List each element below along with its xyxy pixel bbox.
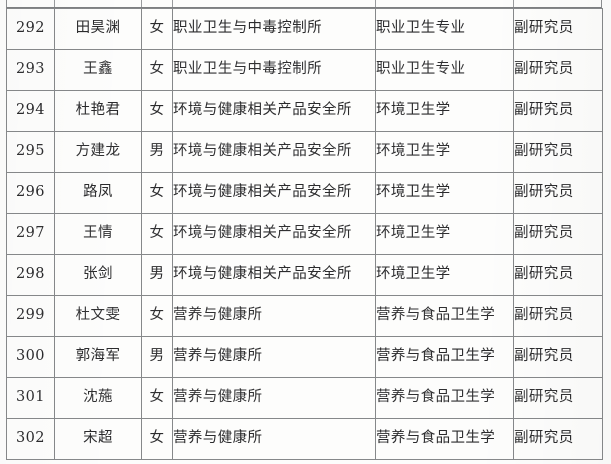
row-department: 环境与健康相关产品安全所	[172, 213, 376, 255]
row-major: 环境卫生学	[375, 172, 514, 214]
row-major: 职业卫生专业	[375, 49, 514, 91]
row-job-title: 副研究员	[513, 295, 603, 337]
row-job-title: 副研究员	[513, 213, 603, 255]
table-row: 297 王情 女 环境与健康相关产品安全所 环境卫生学 副研究员	[6, 213, 603, 255]
row-job-title: 副研究员	[513, 336, 603, 378]
row-serial-number: 293	[6, 49, 55, 91]
row-person-name: 田昊渊	[54, 8, 142, 50]
table-row: 299 杜文雯 女 营养与健康所 营养与食品卫生学 副研究员	[6, 295, 603, 337]
row-serial-number: 302	[6, 418, 55, 460]
row-person-name: 宋超	[54, 418, 142, 460]
row-job-title: 副研究员	[513, 8, 603, 50]
table-row: 292 田昊渊 女 职业卫生与中毒控制所 职业卫生专业 副研究员	[6, 8, 603, 50]
row-major: 营养与食品卫生学	[375, 295, 514, 337]
row-serial-number: 299	[6, 295, 55, 337]
row-major: 营养与食品卫生学	[375, 336, 514, 378]
row-job-title: 副研究员	[513, 172, 603, 214]
row-major: 环境卫生学	[375, 90, 514, 132]
table-row: 294 杜艳君 女 环境与健康相关产品安全所 环境卫生学 副研究员	[6, 90, 603, 132]
row-person-name: 路凤	[54, 172, 142, 214]
row-gender: 男	[141, 131, 173, 173]
table-row: 298 张剑 男 环境与健康相关产品安全所 环境卫生学 副研究员	[6, 254, 603, 296]
row-gender: 男	[141, 336, 173, 378]
row-department: 环境与健康相关产品安全所	[172, 254, 376, 296]
row-gender: 女	[141, 377, 173, 419]
row-serial-number: 297	[6, 213, 55, 255]
row-department: 营养与健康所	[172, 377, 376, 419]
row-serial-number: 301	[6, 377, 55, 419]
row-person-name: 王鑫	[54, 49, 142, 91]
row-gender: 女	[141, 90, 173, 132]
row-department: 环境与健康相关产品安全所	[172, 131, 376, 173]
row-serial-number: 294	[6, 90, 55, 132]
row-major: 职业卫生专业	[375, 8, 514, 50]
table-row: 301 沈葹 女 营养与健康所 营养与食品卫生学 副研究员	[6, 377, 603, 419]
row-major: 环境卫生学	[375, 131, 514, 173]
row-department: 职业卫生与中毒控制所	[172, 49, 376, 91]
personnel-roster-table: 292 田昊渊 女 职业卫生与中毒控制所 职业卫生专业 副研究员 293 王鑫 …	[6, 8, 603, 460]
column-divider-id	[54, 0, 55, 7]
column-divider-name	[141, 0, 142, 7]
row-job-title: 副研究员	[513, 254, 603, 296]
row-person-name: 方建龙	[54, 131, 142, 173]
row-person-name: 沈葹	[54, 377, 142, 419]
row-person-name: 王情	[54, 213, 142, 255]
column-divider-sex	[172, 0, 173, 7]
row-serial-number: 298	[6, 254, 55, 296]
table-row: 300 郭海军 男 营养与健康所 营养与食品卫生学 副研究员	[6, 336, 603, 378]
row-major: 环境卫生学	[375, 213, 514, 255]
table-row: 302 宋超 女 营养与健康所 营养与食品卫生学 副研究员	[6, 418, 603, 460]
row-department: 职业卫生与中毒控制所	[172, 8, 376, 50]
row-gender: 女	[141, 418, 173, 460]
row-major: 营养与食品卫生学	[375, 377, 514, 419]
column-divider-major	[513, 0, 514, 7]
row-gender: 女	[141, 295, 173, 337]
row-job-title: 副研究员	[513, 131, 603, 173]
row-department: 营养与健康所	[172, 295, 376, 337]
row-job-title: 副研究员	[513, 377, 603, 419]
clipped-previous-row	[6, 0, 602, 8]
row-serial-number: 296	[6, 172, 55, 214]
table-row: 293 王鑫 女 职业卫生与中毒控制所 职业卫生专业 副研究员	[6, 49, 603, 91]
row-department: 环境与健康相关产品安全所	[172, 90, 376, 132]
row-person-name: 郭海军	[54, 336, 142, 378]
row-gender: 男	[141, 254, 173, 296]
row-job-title: 副研究员	[513, 49, 603, 91]
row-gender: 女	[141, 49, 173, 91]
table-row: 296 路凤 女 环境与健康相关产品安全所 环境卫生学 副研究员	[6, 172, 603, 214]
table-row: 295 方建龙 男 环境与健康相关产品安全所 环境卫生学 副研究员	[6, 131, 603, 173]
row-person-name: 杜文雯	[54, 295, 142, 337]
row-gender: 女	[141, 213, 173, 255]
row-job-title: 副研究员	[513, 418, 603, 460]
row-gender: 女	[141, 8, 173, 50]
row-serial-number: 292	[6, 8, 55, 50]
row-serial-number: 300	[6, 336, 55, 378]
row-major: 环境卫生学	[375, 254, 514, 296]
row-gender: 女	[141, 172, 173, 214]
row-serial-number: 295	[6, 131, 55, 173]
row-department: 环境与健康相关产品安全所	[172, 172, 376, 214]
row-major: 营养与食品卫生学	[375, 418, 514, 460]
roster-body: 292 田昊渊 女 职业卫生与中毒控制所 职业卫生专业 副研究员 293 王鑫 …	[6, 8, 603, 460]
row-department: 营养与健康所	[172, 336, 376, 378]
row-job-title: 副研究员	[513, 90, 603, 132]
row-department: 营养与健康所	[172, 418, 376, 460]
column-divider-dept	[375, 0, 376, 7]
row-person-name: 张剑	[54, 254, 142, 296]
row-person-name: 杜艳君	[54, 90, 142, 132]
